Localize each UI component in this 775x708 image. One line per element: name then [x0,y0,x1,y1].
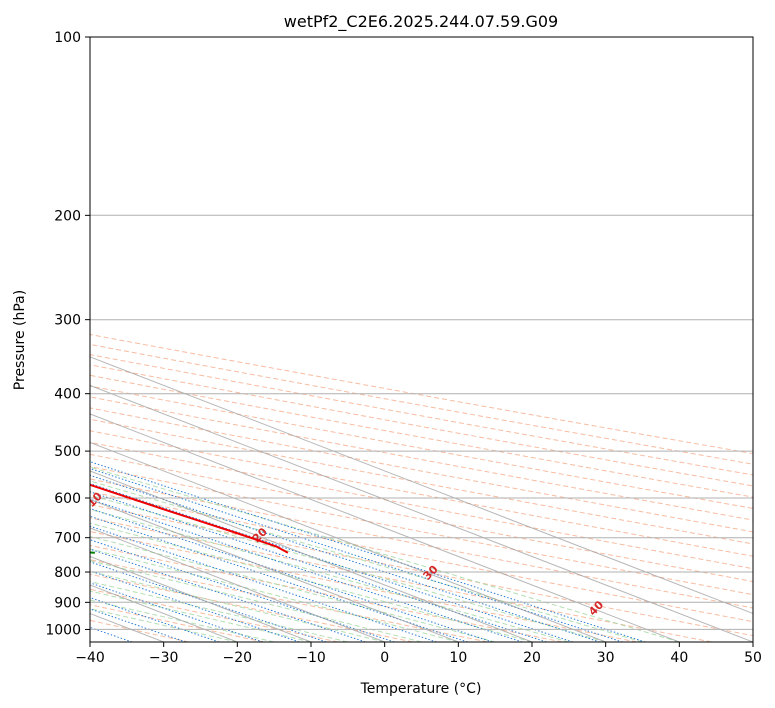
x-tick-label: −20 [223,650,253,666]
dry-adiabat-line [90,418,753,545]
mixing-ratio-line [90,582,263,642]
moist-adiabat-line [90,571,385,642]
x-tick-label: −30 [149,650,179,666]
mixing-ratio-line [90,483,573,642]
dry-adiabats [90,333,753,642]
dry-adiabat-line [90,430,753,557]
x-tick-label: 20 [523,650,541,666]
isotherm-line [90,413,680,642]
y-tick-label: 500 [54,444,81,460]
isotherm-line [90,470,533,642]
moist-adiabat-line [90,535,496,642]
mixing-ratio-line [90,515,468,642]
moist-adiabat-line [90,480,643,642]
mixing-ratio-line [90,525,437,642]
mixing-ratio-line [90,467,623,642]
sounding-series [90,483,289,554]
y-axis-label: Pressure (hPa) [12,290,28,390]
isotherms [90,356,753,642]
plot-frame [89,36,754,643]
mixing-ratio-line [90,498,523,642]
y-tick-label: 600 [54,491,81,507]
y-tick-label: 100 [54,30,81,46]
x-tick-label: −10 [296,650,326,666]
moist-adiabat-line [90,494,606,642]
isotherm-line [90,441,606,642]
mixing-ratio-line [90,474,601,642]
x-axis: −40 −30 −20 −10 0 10 20 30 40 50 [75,642,762,666]
x-tick-label: 0 [380,650,389,666]
mixing-ratio-line [90,461,646,642]
temperature-profile [90,483,289,554]
dry-adiabat-line [90,441,753,570]
isotherm-line [90,498,459,642]
y-tick-label: 300 [54,313,81,329]
isotherm-line [90,356,753,615]
y-tick-label: 900 [54,595,81,611]
moist-adiabat-line [90,548,459,642]
x-tick-label: −40 [75,650,105,666]
y-tick-label: 1000 [45,622,81,638]
x-tick-label: 30 [597,650,615,666]
mixing-ratio-lines [90,461,646,642]
isotherm-line [90,384,753,642]
plot-area: 0.10.20.40.611.52346810131620253036-100-… [90,37,753,642]
mixing-ratio-line [90,570,300,642]
mixing-ratio-line [90,561,327,642]
y-tick-label: 400 [54,387,81,403]
isotherm-line [90,527,385,642]
pressure-gridlines [90,37,753,630]
x-tick-label: 10 [449,650,467,666]
x-tick-label: 40 [670,650,688,666]
y-axis: 100 200 300 400 500 600 700 800 900 1000 [45,30,90,638]
x-tick-label: 50 [744,650,762,666]
x-axis-label: Temperature (°C) [360,681,482,697]
y-tick-label: 700 [54,531,81,547]
y-tick-label: 800 [54,565,81,581]
moist-adiabat-line [90,466,680,642]
chart-title: wetPf2_C2E6.2025.244.07.59.G09 [284,12,558,32]
y-tick-label: 200 [54,208,81,224]
